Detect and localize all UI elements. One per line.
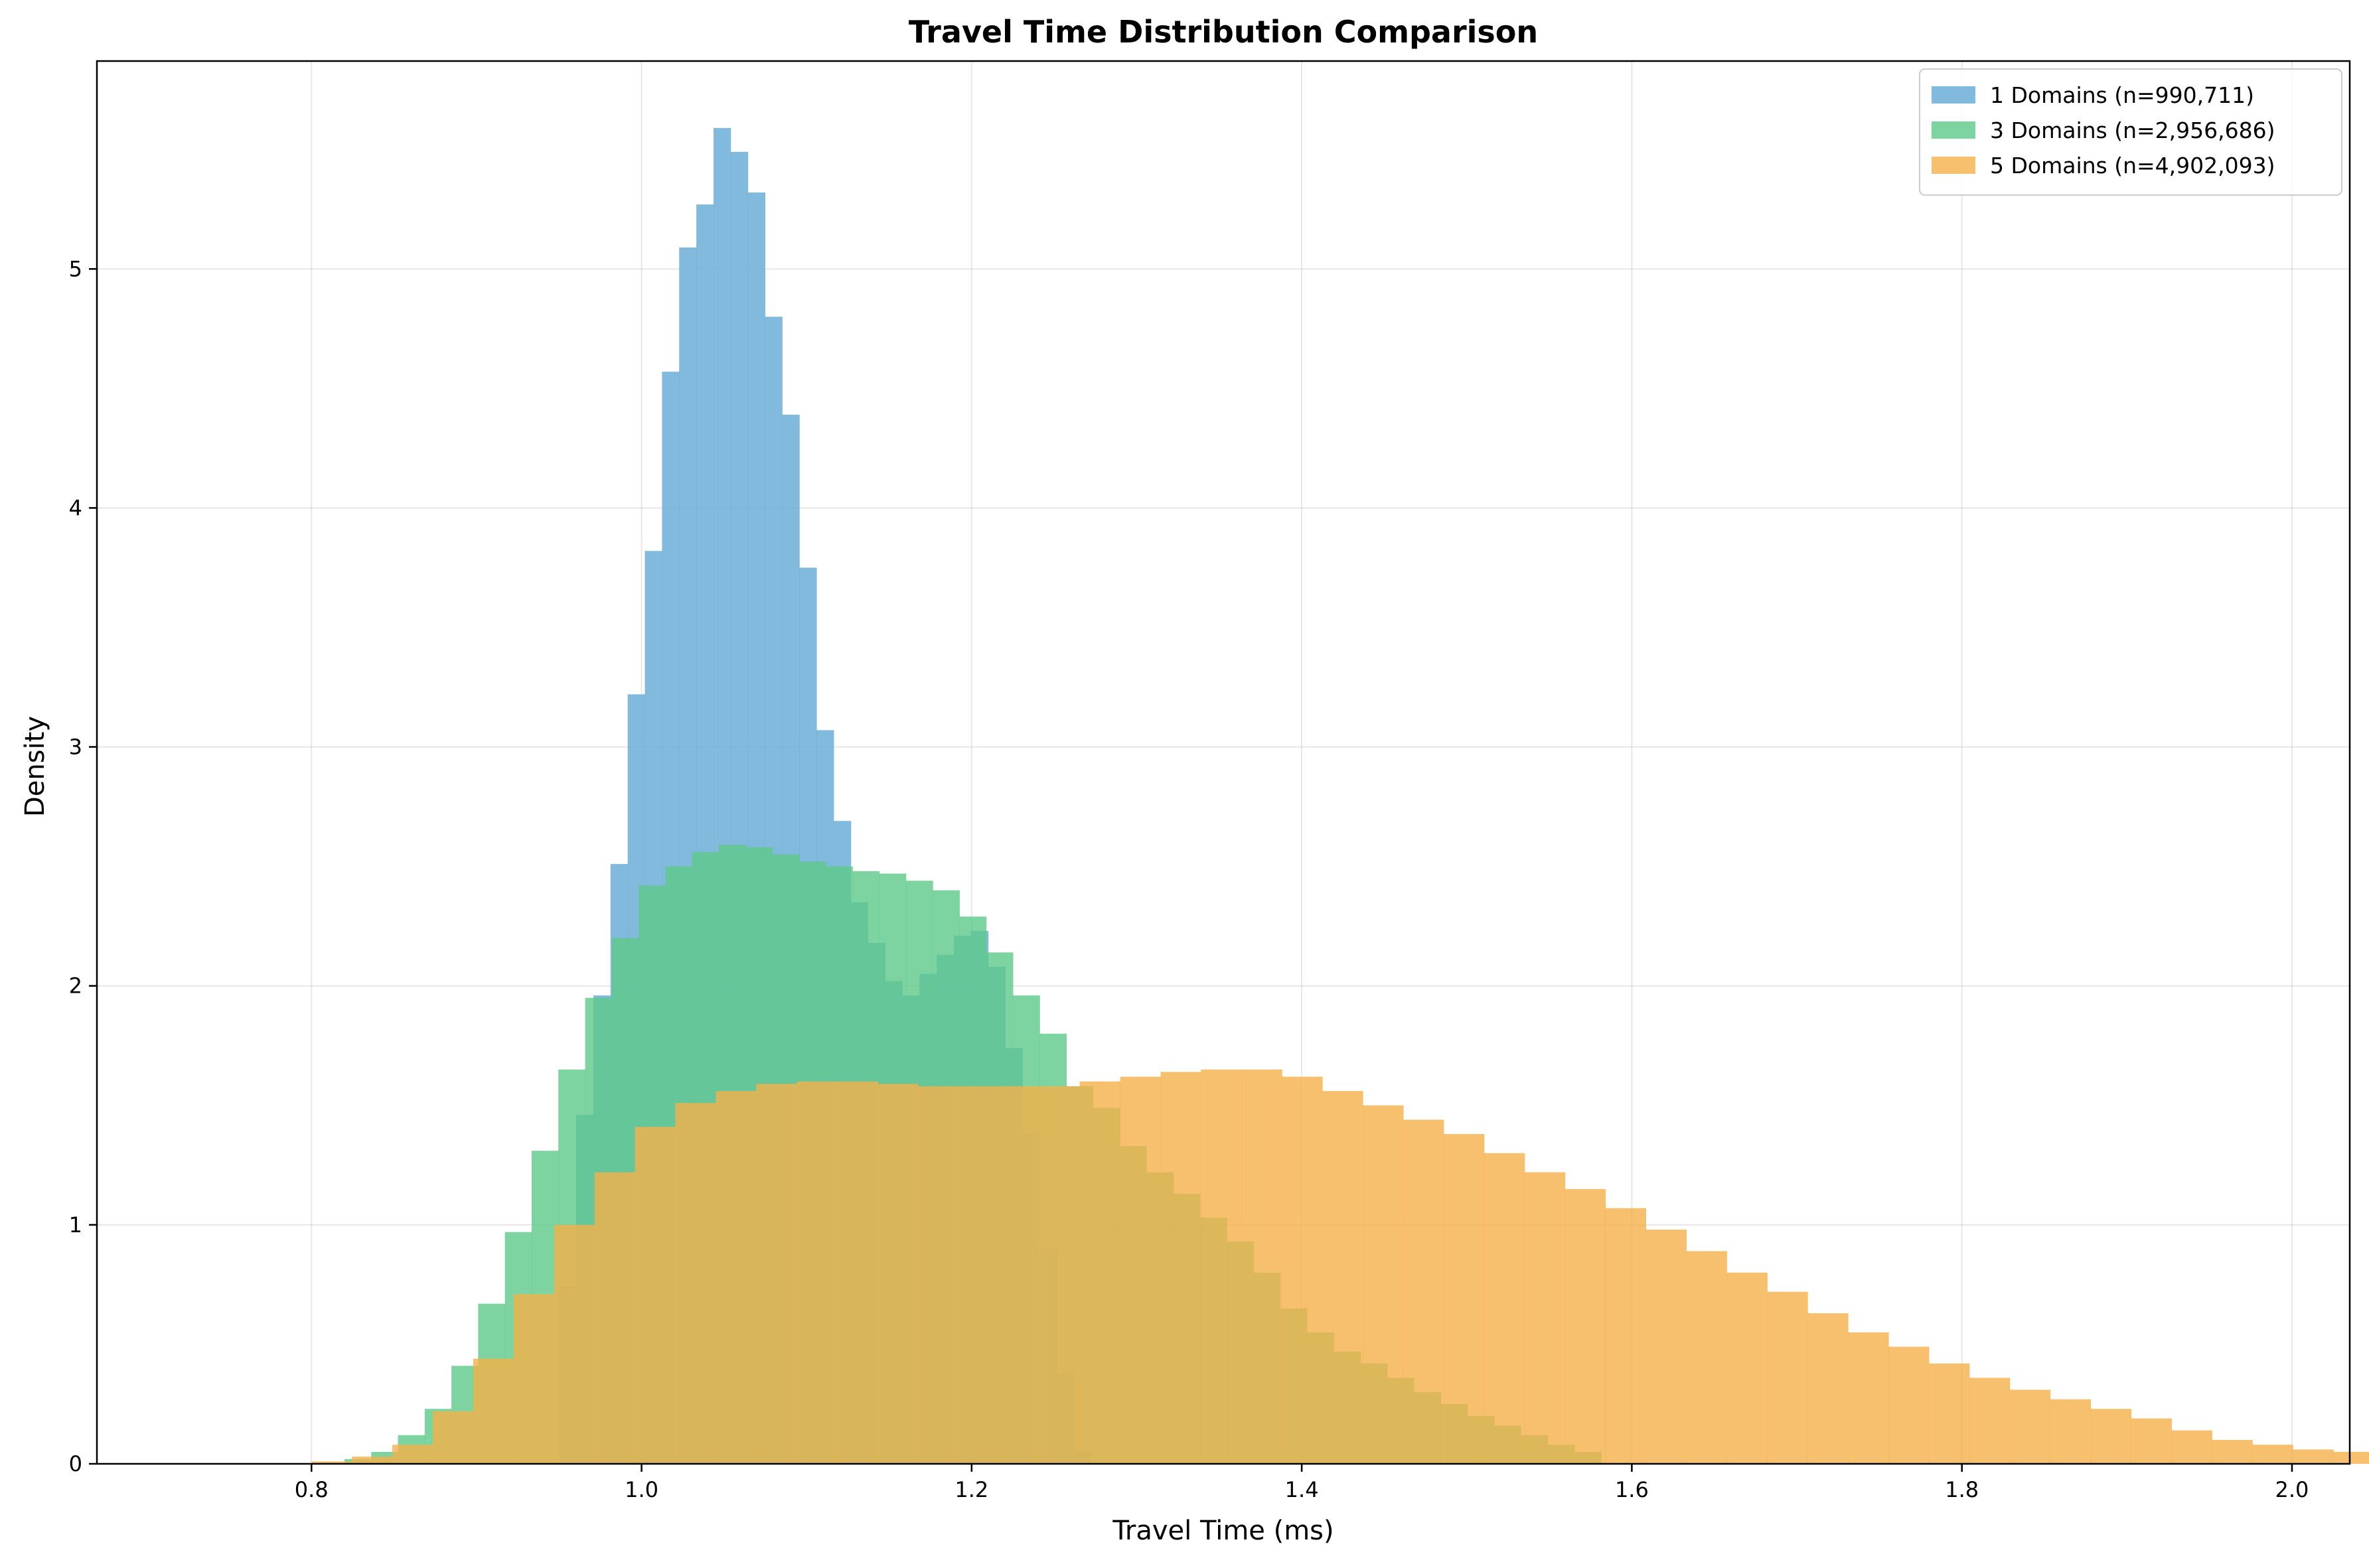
histogram-bar	[1403, 1119, 1444, 1464]
histogram-bar	[2333, 1451, 2369, 1464]
histogram-bar	[2212, 1439, 2253, 1464]
histogram-bar	[1888, 1346, 1930, 1464]
histogram-bar	[1605, 1208, 1647, 1464]
y-tick-label: 0	[69, 1451, 82, 1476]
histogram-bar	[1848, 1332, 1889, 1464]
histogram-bar	[675, 1103, 716, 1464]
x-tick-label: 1.6	[1615, 1477, 1649, 1502]
legend-label: 1 Domains (n=990,711)	[1990, 82, 2254, 108]
histogram-bar	[958, 1086, 1000, 1464]
histogram-bar	[635, 1127, 676, 1464]
histogram-bar	[918, 1086, 959, 1464]
histogram-bar	[1443, 1134, 1485, 1464]
x-tick-label: 2.0	[2275, 1477, 2309, 1502]
legend-swatch	[1932, 86, 1975, 104]
histogram-bar	[2090, 1409, 2132, 1464]
legend-box	[1919, 68, 2342, 196]
histogram-bar	[352, 1457, 393, 1464]
histogram-bar	[878, 1084, 919, 1464]
histogram-bar	[998, 1086, 1040, 1464]
histogram-bar	[1686, 1251, 1727, 1464]
x-tick-label: 1.0	[625, 1477, 658, 1502]
histogram-bar	[1645, 1230, 1687, 1464]
histogram-bar	[432, 1411, 474, 1464]
y-tick-label: 1	[69, 1212, 82, 1238]
legend-swatch	[1932, 121, 1975, 139]
histogram-bar	[1160, 1072, 1201, 1464]
histogram-bar	[2050, 1399, 2092, 1464]
histogram-bar	[1201, 1069, 1242, 1464]
histogram-bar	[473, 1358, 514, 1464]
histogram-bar	[1524, 1172, 1566, 1464]
histogram-bar	[1282, 1076, 1323, 1464]
x-tick-label: 0.8	[295, 1477, 329, 1502]
axis-ticks: 0.8 1.0 1.2 1.4 1.6 1.8 2.0 0 1 2 3 4 5	[69, 256, 2309, 1502]
y-tick-label: 4	[69, 495, 82, 520]
histogram-bar	[2293, 1449, 2334, 1464]
series-3-bars	[311, 1069, 2369, 1464]
histogram-bar	[1928, 1363, 1970, 1464]
y-axis-label: Density	[20, 716, 50, 817]
histogram-bar	[1079, 1081, 1121, 1464]
x-tick-label: 1.2	[955, 1477, 988, 1502]
histogram-bar	[1565, 1188, 1606, 1464]
histogram-bar	[311, 1461, 352, 1464]
histogram-bar	[1363, 1105, 1404, 1464]
histogram-bar	[1969, 1378, 2011, 1464]
histogram-bar	[1120, 1076, 1162, 1464]
histogram-bar	[1322, 1091, 1363, 1464]
x-tick-label: 1.8	[1945, 1477, 1979, 1502]
histogram-bar	[1039, 1086, 1081, 1464]
legend-label: 5 Domains (n=4,902,093)	[1990, 153, 2275, 178]
x-axis-label: Travel Time (ms)	[1112, 1516, 1334, 1546]
histogram-bar	[2009, 1390, 2051, 1464]
histogram-bar	[1726, 1272, 1768, 1464]
histogram-bar	[1767, 1291, 1808, 1464]
histogram-bar	[716, 1091, 757, 1464]
legend: 1 Domains (n=990,711) 3 Domains (n=2,956,…	[1919, 68, 2342, 196]
histogram-bar	[2171, 1430, 2212, 1464]
histogram-bar	[837, 1081, 878, 1464]
y-tick-label: 3	[69, 735, 82, 760]
y-tick-label: 2	[69, 973, 82, 999]
histogram-bar	[513, 1294, 555, 1464]
y-tick-label: 5	[69, 256, 82, 281]
histogram-bar	[554, 1224, 595, 1464]
chart-title: Travel Time Distribution Comparison	[909, 14, 1538, 50]
x-tick-label: 1.4	[1285, 1477, 1319, 1502]
plot-frame	[96, 60, 2351, 1465]
histogram-bar	[594, 1172, 636, 1464]
histogram-bar	[392, 1445, 433, 1464]
histogram-bar	[1484, 1153, 1525, 1464]
legend-label: 3 Domains (n=2,956,686)	[1990, 117, 2275, 143]
legend-swatch	[1932, 157, 1975, 174]
histogram-bar	[756, 1084, 797, 1464]
histogram-bars	[311, 127, 2369, 1464]
histogram-bar	[2252, 1445, 2293, 1464]
histogram-bar	[2131, 1418, 2172, 1464]
histogram-bar	[1241, 1069, 1282, 1464]
histogram-bar	[797, 1081, 838, 1464]
histogram-bar	[1807, 1313, 1849, 1464]
